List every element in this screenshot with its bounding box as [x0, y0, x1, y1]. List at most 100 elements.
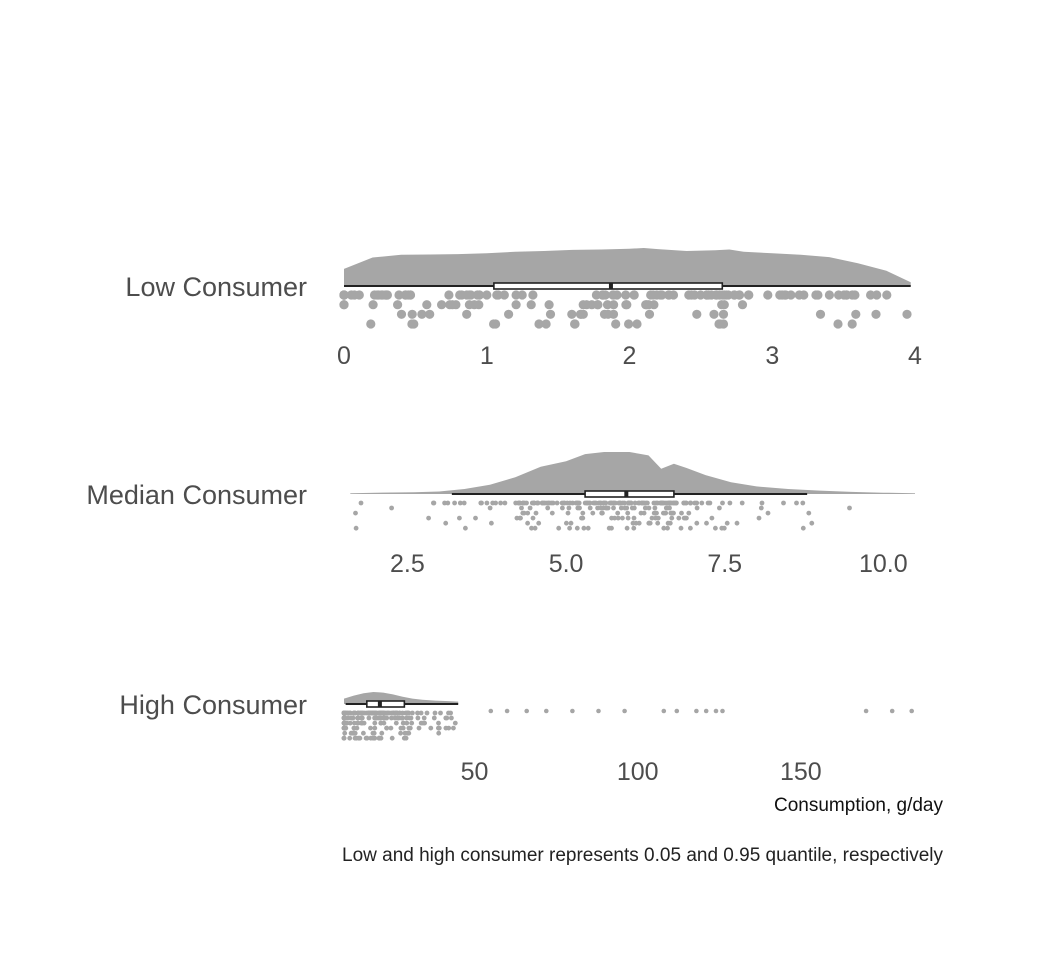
rain-point [611, 505, 616, 511]
rain-point [632, 319, 642, 329]
rain-point [565, 510, 571, 516]
rain-point [378, 735, 384, 741]
rain-point [809, 520, 815, 526]
rain-point [534, 500, 540, 506]
rain-point [424, 710, 430, 716]
rain-point [492, 290, 502, 300]
chart-caption: Low and high consumer represents 0.05 an… [342, 845, 943, 866]
rain-point [582, 300, 592, 310]
rain-point [673, 500, 678, 506]
rain-point [655, 515, 661, 521]
rain-point [438, 710, 443, 716]
rain-point [709, 515, 715, 521]
rain-point [718, 309, 729, 319]
rain-point [353, 510, 358, 516]
rain-point [824, 290, 835, 300]
rain-point [581, 525, 587, 531]
rain-point [394, 290, 404, 300]
rain-point [444, 290, 454, 300]
rain-point [356, 710, 362, 716]
rain-point [636, 520, 642, 526]
rain-point [756, 515, 762, 521]
tick-label: 3 [765, 342, 779, 370]
rain-point [549, 510, 555, 516]
rain-point [389, 735, 395, 741]
rain-point [405, 290, 415, 300]
rain-point [587, 500, 593, 506]
rain-point [384, 725, 389, 731]
rain-point [354, 735, 359, 741]
rain-point [628, 500, 634, 506]
rain-point [393, 720, 399, 726]
rain-point [872, 290, 882, 300]
rain-point [652, 505, 658, 511]
rain-point [556, 525, 562, 531]
rain-point [384, 715, 390, 721]
rain-point [616, 500, 622, 506]
rain-point [585, 525, 591, 531]
tick-label: 100 [617, 758, 659, 786]
rain-point [580, 510, 586, 516]
rain-point [629, 505, 635, 511]
rain-point-outlier [504, 708, 510, 714]
rain-point [389, 715, 394, 721]
rain-point [346, 290, 356, 300]
rain-point [624, 505, 630, 511]
rain-point [372, 725, 378, 731]
panel-2: High Consumer 50 100 150 [119, 690, 914, 786]
rain-point [526, 300, 536, 310]
rain-point [570, 500, 575, 506]
rain-point [718, 319, 729, 329]
rain-point [402, 730, 408, 736]
rain-point [362, 710, 367, 716]
rain-point [568, 520, 574, 526]
rain-point [604, 505, 610, 511]
rain-point [393, 300, 403, 310]
rain-point [729, 290, 739, 300]
rain-point [491, 319, 501, 329]
rain-point [644, 309, 655, 319]
rain-point [415, 710, 420, 716]
rain-point [407, 319, 417, 329]
rain-point [847, 319, 857, 329]
rain-point [759, 500, 765, 506]
rain-point [388, 725, 394, 731]
rain-point [463, 525, 468, 531]
rain-point [384, 710, 390, 716]
rain-point [341, 735, 347, 741]
rain-points [341, 708, 914, 741]
tick-label: 1 [480, 342, 494, 370]
rain-point [428, 725, 434, 731]
rain-point [629, 290, 639, 300]
panel-0: Low Consumer 0 1 2 3 4 [125, 248, 922, 370]
rain-point [590, 510, 596, 516]
rain-point [530, 515, 536, 521]
rain-point [664, 290, 674, 300]
rain-point [707, 500, 713, 506]
rain-point [721, 525, 727, 531]
rain-point-outlier [909, 708, 914, 714]
rain-point [574, 525, 580, 531]
rain-point [339, 290, 349, 300]
rain-point [692, 500, 698, 506]
rain-point [591, 290, 602, 300]
rain-point [615, 515, 621, 521]
rain-point [511, 300, 521, 310]
rain-point [758, 505, 764, 511]
rain-point [344, 720, 350, 726]
rain-point [353, 525, 359, 531]
rain-point [359, 720, 365, 726]
rain-point [376, 710, 382, 716]
rain-point [342, 715, 348, 721]
rain-point [744, 290, 754, 300]
rain-point [504, 309, 514, 319]
rain-point [638, 510, 644, 516]
rain-point [625, 510, 631, 516]
rain-point [847, 505, 852, 511]
rain-point [368, 725, 373, 731]
rain-point [688, 525, 693, 531]
rain-point [786, 290, 796, 300]
rain-point [667, 500, 673, 506]
rain-point [630, 520, 636, 526]
rain-point [561, 500, 567, 506]
